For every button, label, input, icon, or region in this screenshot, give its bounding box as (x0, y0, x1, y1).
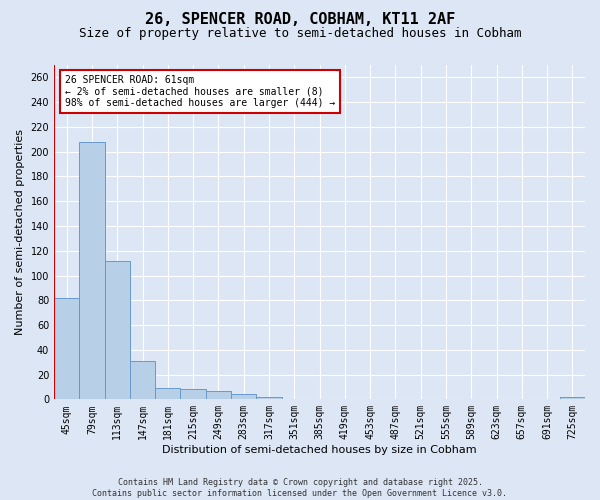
Bar (181, 390, 206, 400)
Bar (560, 397, 585, 400)
Bar (54, 298, 79, 400)
Bar (206, 390, 231, 400)
Text: 26 SPENCER ROAD: 61sqm
← 2% of semi-detached houses are smaller (8)
98% of semi-: 26 SPENCER ROAD: 61sqm ← 2% of semi-deta… (65, 75, 335, 108)
Bar (231, 394, 256, 400)
Text: 26, SPENCER ROAD, COBHAM, KT11 2AF: 26, SPENCER ROAD, COBHAM, KT11 2AF (145, 12, 455, 28)
Bar (155, 388, 181, 400)
Bar (130, 361, 155, 400)
Text: Contains HM Land Registry data © Crown copyright and database right 2025.
Contai: Contains HM Land Registry data © Crown c… (92, 478, 508, 498)
Y-axis label: Number of semi-detached properties: Number of semi-detached properties (15, 129, 25, 335)
X-axis label: Distribution of semi-detached houses by size in Cobham: Distribution of semi-detached houses by … (162, 445, 477, 455)
Bar (104, 260, 130, 400)
Bar (79, 142, 104, 400)
Text: Size of property relative to semi-detached houses in Cobham: Size of property relative to semi-detach… (79, 28, 521, 40)
Bar (256, 397, 281, 400)
